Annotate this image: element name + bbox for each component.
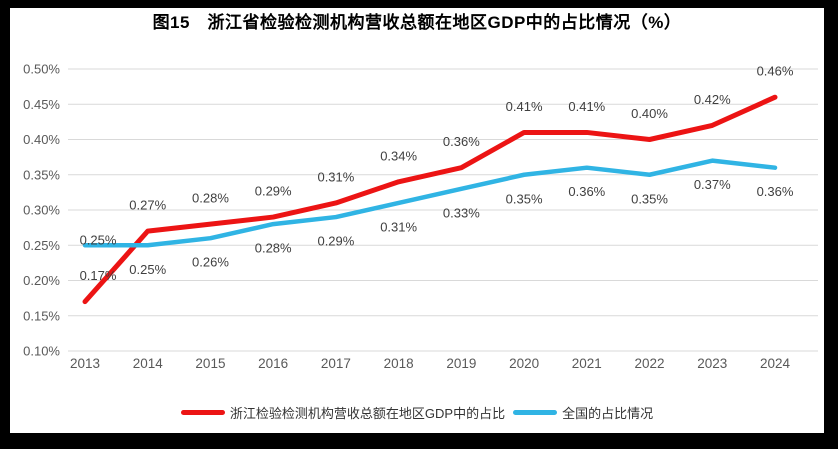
legend-swatch-red-line — [180, 409, 225, 415]
data-label: 0.28% — [192, 191, 229, 206]
x-axis-tick-label: 2022 — [635, 356, 665, 371]
data-label: 0.36% — [443, 134, 480, 149]
data-label: 0.31% — [317, 169, 354, 184]
y-axis-tick-label: 0.20% — [23, 273, 60, 288]
data-label: 0.33% — [443, 205, 480, 220]
x-axis-tick-label: 2023 — [697, 356, 727, 371]
data-label: 0.34% — [380, 148, 417, 163]
data-label: 0.42% — [694, 92, 731, 107]
data-label: 0.31% — [380, 219, 417, 234]
x-axis-tick-label: 2020 — [509, 356, 539, 371]
y-axis-tick-label: 0.50% — [23, 62, 60, 77]
data-label: 0.17% — [80, 268, 117, 283]
data-label: 0.40% — [631, 106, 668, 121]
y-axis-tick-label: 0.10% — [23, 344, 60, 359]
data-label: 0.35% — [506, 191, 543, 206]
data-label: 0.29% — [255, 184, 292, 199]
data-label: 0.26% — [192, 255, 229, 270]
legend-label: 浙江检验检测机构营收总额在地区GDP中的占比 — [229, 405, 506, 421]
x-axis-tick-label: 2019 — [446, 356, 476, 371]
x-axis-tick-label: 2014 — [133, 356, 164, 371]
data-label: 0.29% — [317, 234, 354, 249]
y-axis-tick-label: 0.25% — [23, 238, 60, 253]
x-axis-tick-label: 2017 — [321, 356, 351, 371]
legend-swatch-blue-line — [513, 409, 558, 415]
data-label: 0.25% — [80, 232, 117, 247]
chart-title: 图15 浙江省检验检测机构营收总额在地区GDP中的占比情况（%） — [152, 13, 682, 32]
y-axis-tick-label: 0.35% — [23, 167, 60, 182]
data-label: 0.35% — [631, 191, 668, 206]
y-axis-tick-label: 0.40% — [23, 132, 60, 147]
data-label: 0.25% — [129, 262, 166, 277]
x-axis-tick-label: 2013 — [70, 356, 100, 371]
y-axis-tick-label: 0.30% — [23, 203, 60, 218]
chart-container: 图15 浙江省检验检测机构营收总额在地区GDP中的占比情况（%） 0.50% 0.… — [10, 8, 824, 433]
x-axis-tick-label: 2021 — [572, 356, 602, 371]
x-axis-tick-label: 2015 — [195, 356, 225, 371]
series-line-zhejiang — [82, 94, 778, 305]
series-line-national — [82, 158, 778, 248]
data-label: 0.27% — [129, 198, 166, 213]
plot-area: 0.50% 0.45% 0.40% 0.35% 0.30% 0.25% 0.20% 0.15%… — [23, 62, 818, 371]
data-label: 0.36% — [568, 184, 605, 199]
y-axis-tick-label: 0.15% — [23, 308, 60, 323]
data-label: 0.41% — [506, 99, 543, 114]
data-label: 0.36% — [757, 184, 794, 199]
data-label: 0.28% — [255, 241, 292, 256]
x-axis-tick-label: 2018 — [384, 356, 414, 371]
legend-label: 全国的占比情况 — [562, 405, 654, 421]
legend-item-national: 全国的占比情况 — [513, 403, 653, 422]
x-axis-tick-label: 2016 — [258, 356, 288, 371]
data-label: 0.37% — [694, 177, 731, 192]
legend-item-zhejiang: 浙江检验检测机构营收总额在地区GDP中的占比 — [180, 403, 506, 422]
x-axis-tick-label: 2024 — [760, 356, 791, 371]
legend: 浙江检验检测机构营收总额在地区GDP中的占比 全国的占比情况 — [10, 400, 824, 424]
data-label: 0.41% — [568, 99, 605, 114]
data-label: 0.46% — [757, 64, 794, 79]
y-axis-tick-label: 0.45% — [23, 97, 60, 112]
